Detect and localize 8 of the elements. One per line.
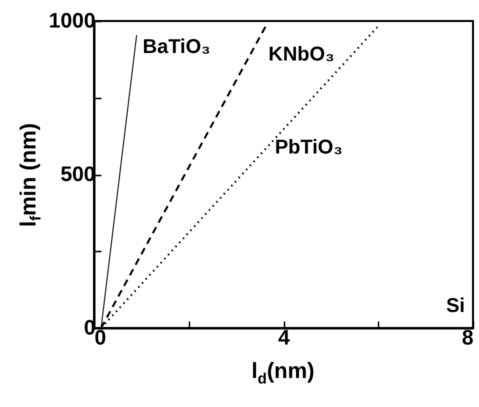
series-label: BaTiO₃ bbox=[142, 36, 210, 58]
series-label: KNbO₃ bbox=[268, 43, 334, 66]
x-tick-label: 8 bbox=[462, 326, 474, 350]
series-label: PbTiO₃ bbox=[274, 136, 343, 158]
x-tick-label: 4 bbox=[278, 326, 290, 350]
x-axis-title: l$_{d}$(nm) bbox=[252, 358, 314, 388]
annotation: Si bbox=[446, 295, 465, 317]
y-tick-label: 1000 bbox=[48, 10, 96, 32]
